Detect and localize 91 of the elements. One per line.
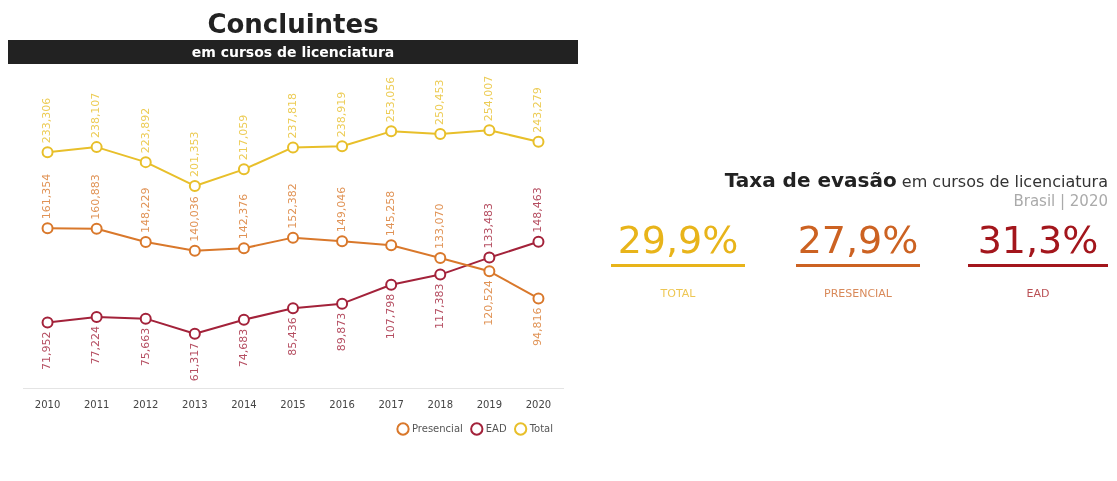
point	[188, 327, 201, 340]
data-label: 148,229	[138, 187, 152, 234]
data-label: 74,683	[236, 328, 250, 368]
point	[532, 292, 545, 305]
data-label: 117,383	[433, 283, 447, 330]
data-label: 77,224	[89, 326, 103, 365]
legend-label: EAD	[485, 422, 507, 434]
data-label: 250,453	[433, 79, 447, 126]
point	[385, 278, 398, 291]
category-label: PRESENCIAL	[823, 287, 893, 300]
data-label: 140,036	[187, 196, 201, 242]
category-label: TOTAL	[659, 287, 697, 300]
point	[287, 302, 299, 315]
point	[139, 236, 152, 249]
data-label: 29,9%	[611, 218, 745, 267]
point	[41, 316, 54, 329]
x-tick-label: 2018	[427, 398, 453, 410]
data-label: 217,059	[236, 114, 250, 161]
data-label: 243,279	[531, 87, 545, 133]
point	[483, 251, 496, 264]
x-tick-label: 2012	[133, 398, 159, 410]
x-tick-label: 2020	[525, 398, 552, 410]
legend-label: Total	[528, 422, 553, 434]
chart-title: Concluintes	[206, 8, 380, 40]
point	[532, 135, 545, 148]
chart-subtitle: em cursos de licenciatura	[8, 40, 578, 64]
point	[385, 125, 398, 138]
point	[90, 311, 103, 324]
data-label: 107,798	[384, 293, 398, 340]
data-label: 238,107	[89, 92, 103, 139]
point	[41, 146, 54, 159]
data-label: 160,883	[89, 174, 103, 220]
data-label: 94,816	[531, 307, 545, 346]
data-label: 142,376	[236, 193, 250, 240]
point	[237, 313, 250, 326]
data-label: 238,919	[334, 91, 348, 138]
point	[336, 235, 349, 248]
x-tick-label: 2014	[231, 398, 257, 410]
data-label: 233,306	[40, 97, 54, 144]
point	[336, 297, 349, 310]
point	[90, 222, 103, 235]
point	[188, 179, 201, 192]
x-tick-label: 2013	[182, 398, 208, 410]
point	[532, 235, 545, 248]
data-label: 31,3%	[968, 218, 1108, 267]
data-label: 133,483	[482, 203, 496, 249]
data-label: 149,046	[334, 186, 348, 233]
point	[483, 124, 496, 137]
legend-label: Presencial	[412, 422, 463, 434]
data-label: 89,873	[334, 312, 348, 352]
data-label: 254,007	[482, 75, 496, 122]
text: em cursos de licenciatura	[901, 172, 1108, 191]
point	[237, 163, 250, 176]
data-label: 27,9%	[795, 218, 921, 267]
data-label: 61,317	[187, 342, 201, 382]
data-label: 133,070	[433, 203, 447, 250]
data-label: 161,354	[40, 173, 54, 220]
point	[139, 156, 152, 169]
point	[188, 244, 201, 257]
text: Brasil | 2020	[1012, 192, 1108, 210]
point	[287, 141, 299, 154]
x-tick-label: 2016	[329, 398, 355, 410]
data-label: 148,463	[531, 187, 545, 233]
data-label: 120,524	[482, 280, 496, 326]
point	[483, 265, 496, 278]
data-label: 71,952	[40, 331, 54, 371]
point	[41, 222, 54, 235]
point	[434, 252, 447, 265]
x-tick-label: 2019	[476, 398, 503, 410]
data-label: 201,353	[187, 131, 201, 177]
x-tick-label: 2015	[280, 398, 306, 410]
point	[336, 140, 349, 153]
data-label: 145,258	[384, 190, 398, 237]
point	[434, 128, 447, 141]
point	[90, 141, 103, 154]
data-label: 85,436	[285, 317, 299, 356]
data-label: 237,818	[285, 92, 299, 139]
x-tick-label: 2011	[83, 398, 110, 410]
data-label: 223,892	[138, 107, 152, 154]
category-label: EAD	[1025, 287, 1051, 300]
x-tick-label: 2017	[378, 398, 404, 410]
point	[139, 312, 152, 325]
point	[434, 268, 447, 281]
data-label: 253,056	[384, 76, 398, 123]
text: Taxa de evasão	[724, 168, 897, 192]
point	[385, 239, 398, 252]
data-label: 75,663	[138, 327, 152, 367]
data-label: 152,382	[285, 183, 299, 229]
point	[237, 242, 250, 255]
point	[287, 231, 299, 244]
x-tick-label: 2010	[34, 398, 61, 410]
